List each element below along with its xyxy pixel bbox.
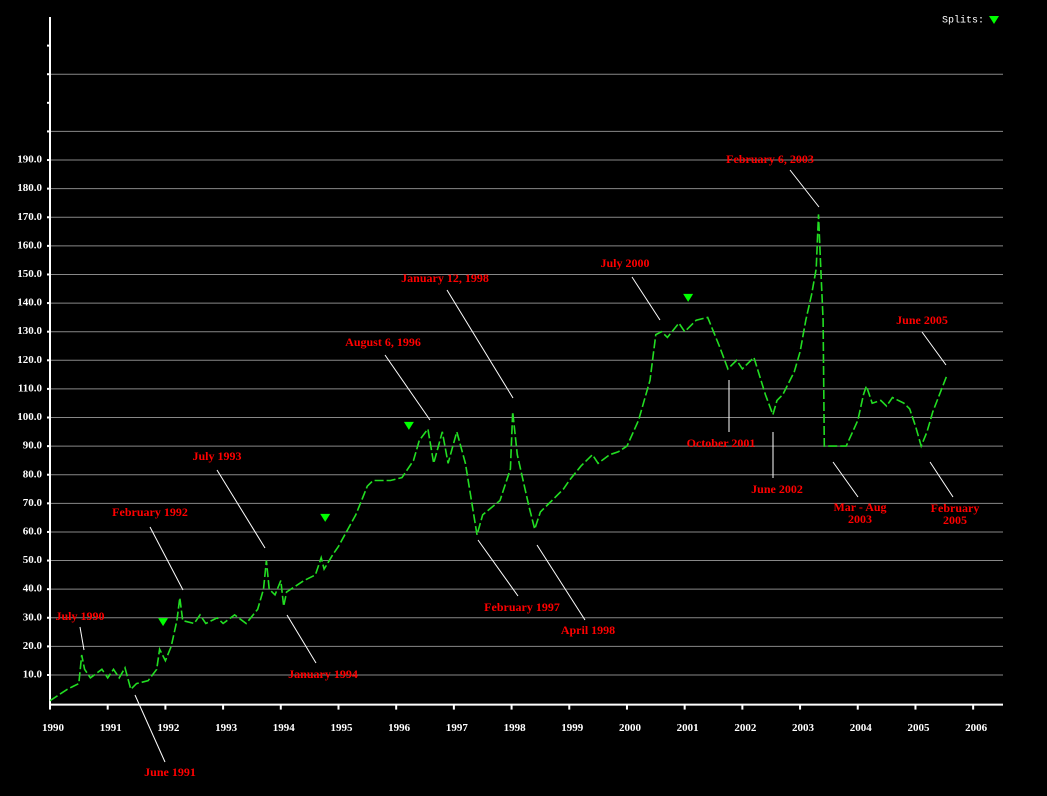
annotation: October 2001 [687,436,756,450]
x-tick-label: 1991 [100,722,122,734]
x-tick-label: 1994 [273,722,296,734]
annotation: 2005 [943,513,967,527]
annotation: January 1994 [288,667,358,681]
split-marker [403,421,414,430]
annotation: July 1990 [55,609,104,623]
x-tick-label: 1995 [330,722,353,734]
annotation: January 12, 1998 [401,271,489,285]
x-tick-label: 1996 [388,722,411,734]
x-tick-label: 1990 [42,722,65,734]
y-tick-label: 60.0 [23,525,43,537]
split-marker [158,618,169,627]
annotation-leader [446,289,514,399]
split-marker [320,513,331,522]
annotation: June 2005 [896,313,948,327]
x-tick-label: 1993 [215,722,238,734]
y-tick-label: 150.0 [17,268,42,280]
legend-label: Splits: [942,15,984,27]
y-tick-label: 110.0 [18,382,43,394]
x-tick-label: 2000 [619,722,642,734]
x-tick-label: 2005 [907,722,930,734]
y-tick-label: 180.0 [17,182,42,194]
annotation-leader [631,276,661,321]
price-line [49,214,948,702]
x-tick-label: 2006 [965,722,988,734]
annotation: February [931,501,980,515]
annotation-leader [921,331,947,366]
y-tick-label: 50.0 [23,554,43,566]
x-tick-label: 2001 [677,722,699,734]
annotation-leader [832,461,859,498]
split-marker [683,293,694,302]
legend-marker [989,16,999,24]
x-tick-label: 1992 [157,722,180,734]
annotation: August 6, 1996 [345,335,421,349]
annotation: February 6, 2003 [726,152,814,166]
y-tick-label: 90.0 [23,440,43,452]
annotation-leader [477,539,519,597]
y-tick-label: 20.0 [23,640,43,652]
x-tick-label: 1998 [504,722,527,734]
annotation-leader [134,694,166,763]
y-tick-label: 140.0 [17,297,42,309]
annotation: February 1997 [484,600,560,614]
y-tick-label: 190.0 [17,154,42,166]
annotation: Mar - Aug [833,500,886,514]
y-tick-label: 70.0 [23,497,43,509]
annotation-leader [149,526,184,591]
annotation: February 1992 [112,505,188,519]
x-tick-label: 2002 [734,722,757,734]
annotation: 2003 [848,512,872,526]
annotation-leader [216,469,266,549]
y-tick-label: 170.0 [17,211,42,223]
y-tick-label: 10.0 [23,669,43,681]
annotation: June 1991 [144,765,196,779]
x-tick-label: 2003 [792,722,815,734]
y-tick-label: 40.0 [23,583,43,595]
annotation-leader [929,461,954,498]
y-tick-label: 30.0 [23,611,43,623]
x-tick-label: 2004 [850,722,873,734]
annotation: June 2002 [751,482,803,496]
annotation-leader [789,169,820,208]
y-tick-label: 80.0 [23,468,43,480]
annotation-leader [79,626,85,651]
x-tick-label: 1997 [446,722,469,734]
x-tick-label: 1999 [561,722,584,734]
annotation: July 2000 [600,256,649,270]
annotation: July 1993 [192,449,241,463]
annotation: April 1998 [561,623,615,637]
annotation-leader [286,614,317,664]
y-tick-label: 160.0 [17,239,42,251]
y-tick-label: 120.0 [17,354,42,366]
annotation-leader [384,354,431,421]
annotation-leader [536,544,586,621]
y-tick-label: 100.0 [17,411,42,423]
y-tick-label: 130.0 [17,325,42,337]
